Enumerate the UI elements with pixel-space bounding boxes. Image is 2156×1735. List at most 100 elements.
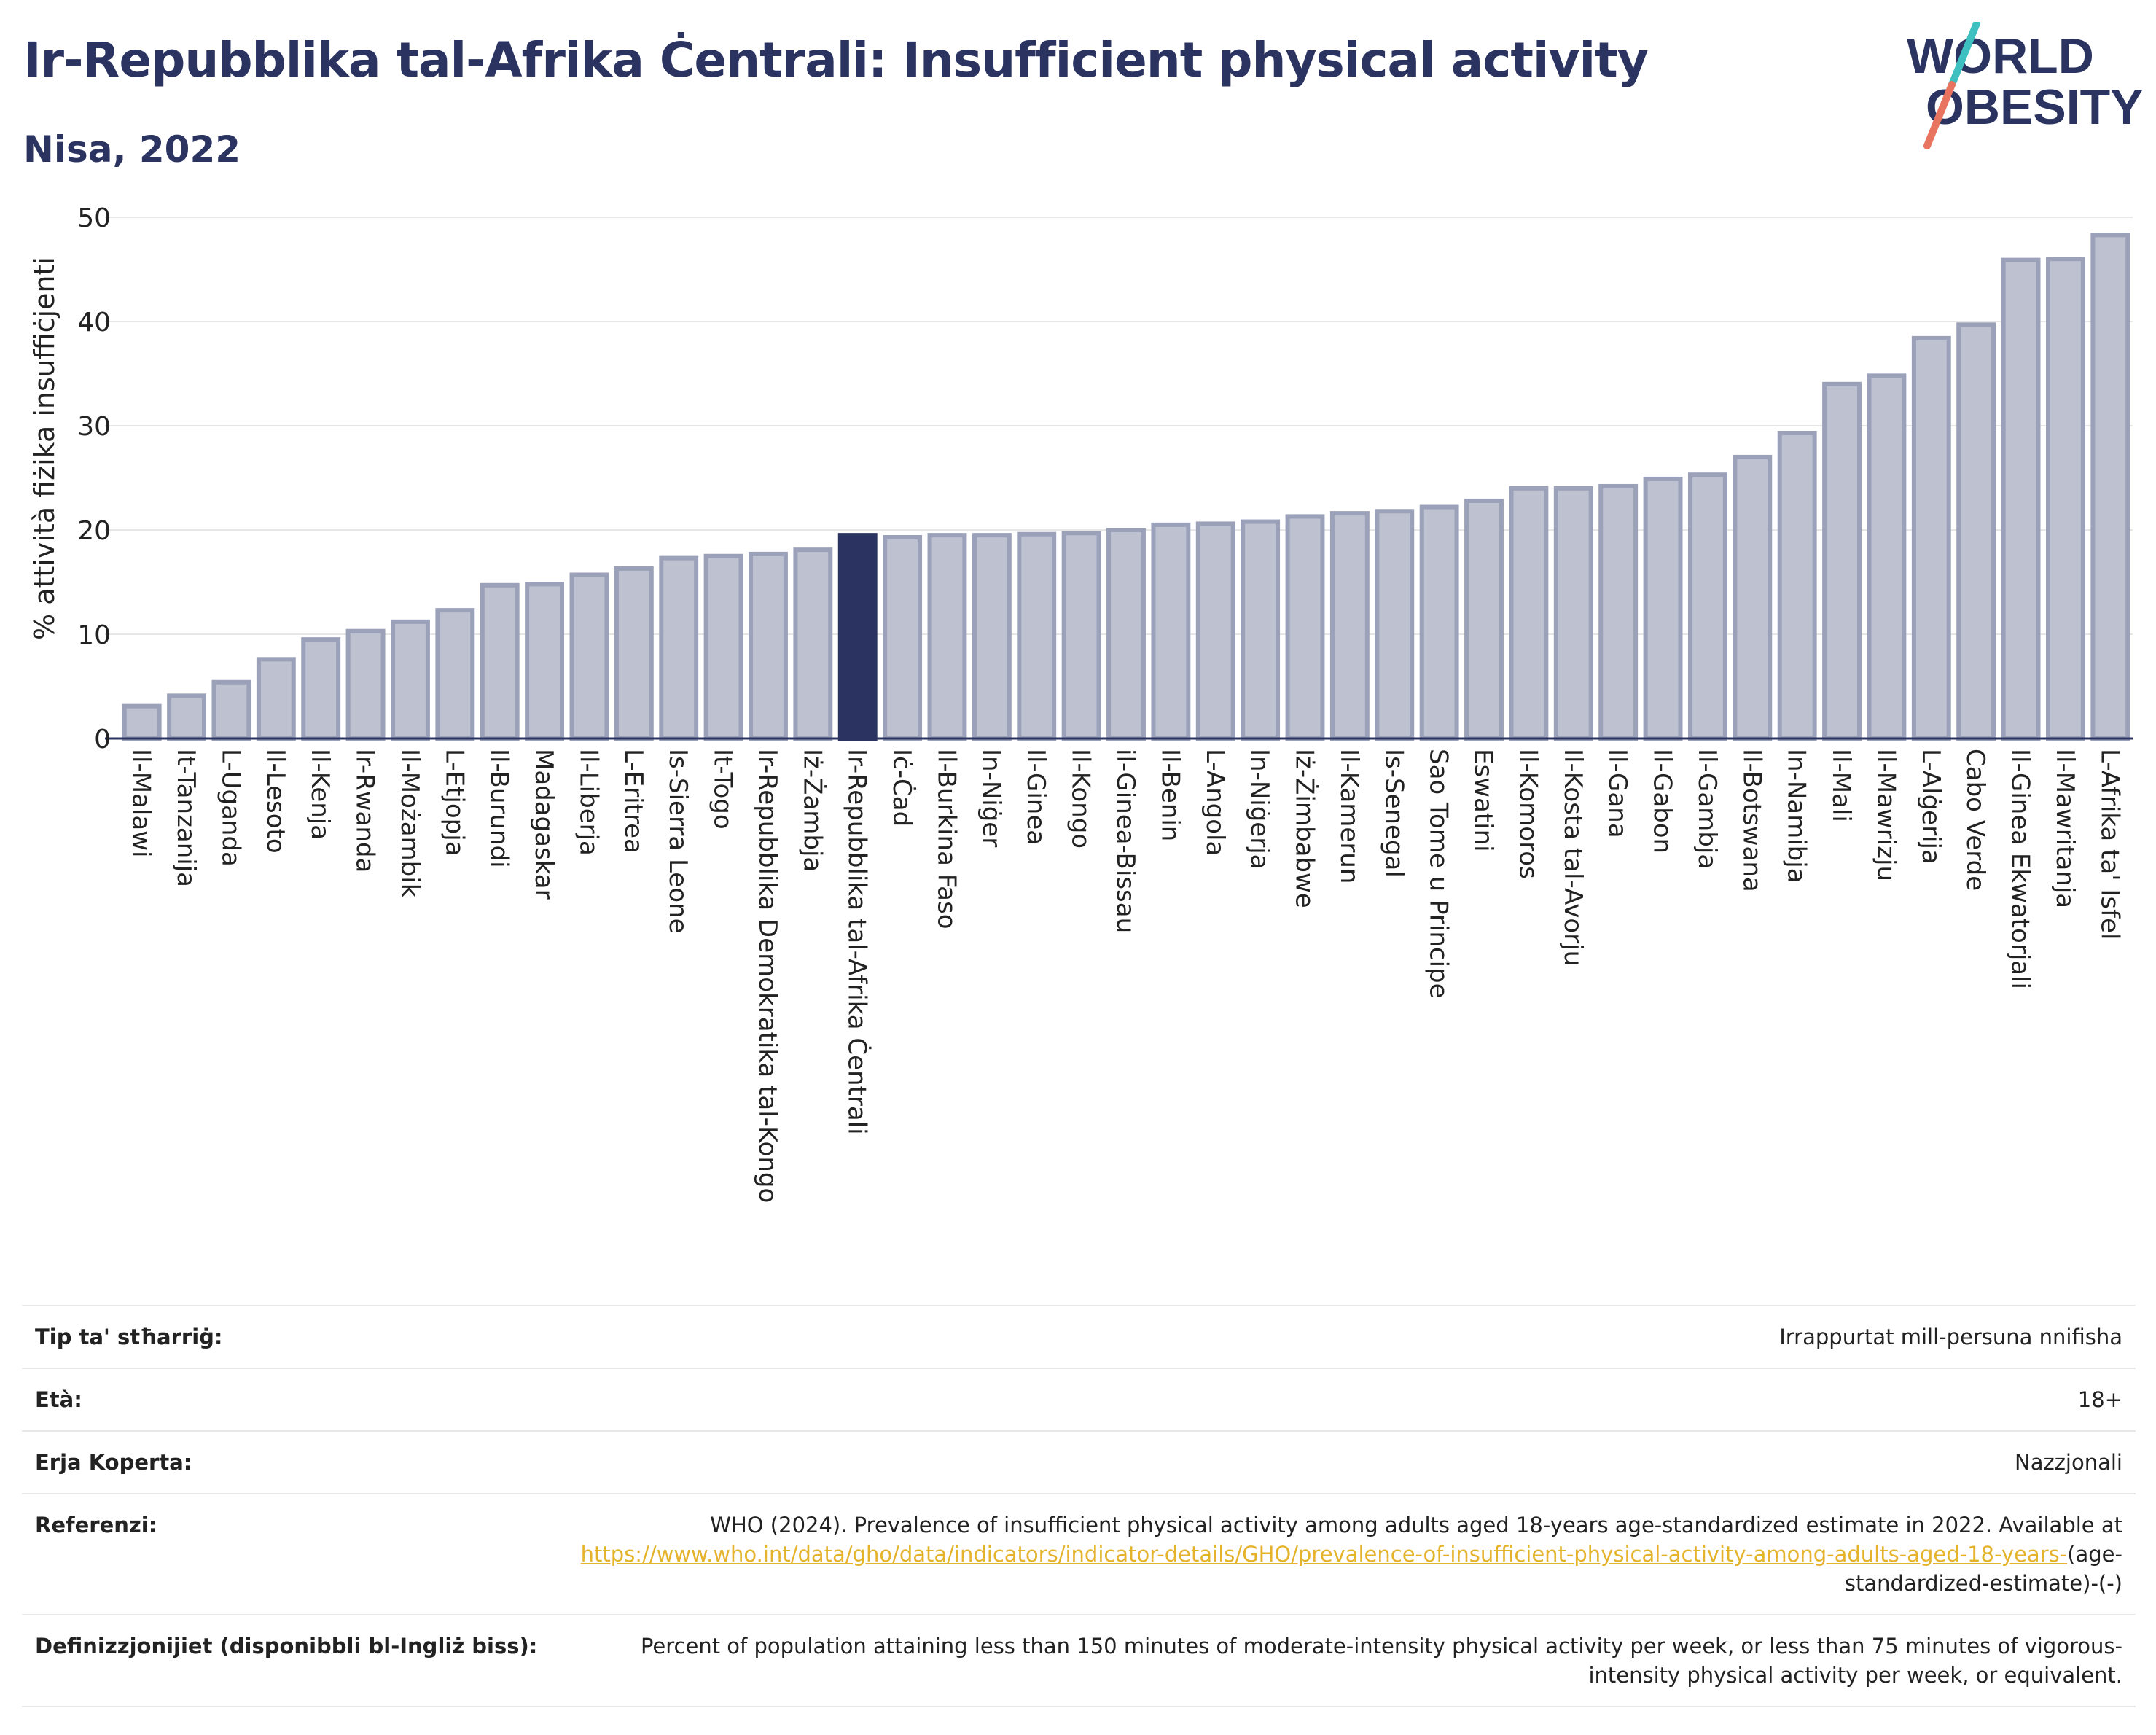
y-tick-labels: 0 10 20 30 40 50 xyxy=(77,203,111,755)
logo-slash-top xyxy=(1948,22,1980,88)
bar xyxy=(1419,504,1459,741)
definitions-value: Percent of population attaining less tha… xyxy=(558,1614,2136,1707)
bar xyxy=(1464,498,1504,741)
bar xyxy=(1509,486,1549,741)
x-tick-label: Il-Kamerun xyxy=(1335,749,1364,884)
bar xyxy=(614,566,654,741)
info-row-survey: Tip ta' stħarriġ: Irrappurtat mill-persu… xyxy=(22,1305,2136,1369)
bar-chart: 0 10 20 30 40 50 Il-Malawi It-Tanzanija L-Ugand… xyxy=(28,203,2133,1203)
x-tick-label: Il-Liberja xyxy=(574,749,603,856)
bar xyxy=(345,628,386,741)
y-tick-label: 40 xyxy=(77,308,111,338)
x-tick-label: Il-Burundi xyxy=(485,749,514,868)
info-row-area: Erja Koperta: Nazzjonali xyxy=(22,1430,2136,1494)
references-value: WHO (2024). Prevalence of insufficient p… xyxy=(558,1493,2136,1615)
info-label: Erja Koperta: xyxy=(22,1430,558,1494)
info-label: Definizzjonijiet (disponibbli bl-Ingliż … xyxy=(22,1614,558,1707)
info-row-definitions: Definizzjonijiet (disponibbli bl-Ingliż … xyxy=(22,1614,2136,1707)
bar-highlight xyxy=(837,533,878,741)
x-tick-label: il-Ginea-Bissau xyxy=(1111,749,1140,933)
page-title: Ir-Repubblika tal-Afrika Ċentrali: Insuf… xyxy=(23,32,1649,88)
x-tick-label: L-Afrika ta' Isfel xyxy=(2095,749,2124,940)
y-tick-label: 10 xyxy=(77,620,111,650)
x-tick-label: It-Tanzanija xyxy=(171,749,200,887)
x-tick-label: Il-Kosta tal-Avorju xyxy=(1558,749,1587,966)
bar xyxy=(1822,381,1862,741)
x-tick-label: Cabo Verde xyxy=(1961,749,1990,891)
x-tick-label: Is-Sierra Leone xyxy=(663,749,692,934)
bar xyxy=(2001,257,2041,741)
bar xyxy=(1553,486,1593,741)
bar xyxy=(1329,511,1370,741)
x-tick-label: Il-Lesoto xyxy=(261,749,290,854)
x-tick-label: Madagaskar xyxy=(529,749,558,900)
x-tick-label: Il-Komoros xyxy=(1513,749,1542,879)
x-tick-label: Is-Senegal xyxy=(1379,749,1408,878)
x-tick-label: Il-Ginea xyxy=(1021,749,1050,845)
x-tick-label: Il-Kenja xyxy=(305,749,335,840)
x-tick-label: Il-Gabon xyxy=(1648,749,1677,854)
x-tick-label: Ir-Repubblika Demokratika tal-Kongo xyxy=(753,749,782,1203)
info-value: Irrappurtat mill-persuna nnifisha xyxy=(558,1305,2136,1369)
bar xyxy=(301,637,341,741)
bar xyxy=(1911,335,1951,741)
x-tick-label: Il-Burkina Faso xyxy=(931,749,961,929)
x-tick-label: Ir-Repubblika tal-Afrika Ċentrali xyxy=(843,749,872,1135)
x-tick-label: Il-Gambja xyxy=(1692,749,1722,869)
bar xyxy=(1151,522,1191,741)
bar-layer xyxy=(122,233,2130,741)
x-tick-label: Il-Gana xyxy=(1603,749,1632,838)
x-tick-label: L-Angola xyxy=(1200,749,1230,856)
page-subtitle: Nisa, 2022 xyxy=(23,128,241,171)
bar xyxy=(525,582,565,741)
bar xyxy=(480,582,520,741)
world-obesity-logo: WORLD OBESITY xyxy=(1907,22,2143,149)
bar xyxy=(659,555,699,741)
y-tick-label: 50 xyxy=(77,203,111,233)
bar xyxy=(703,553,743,741)
y-tick-label: 30 xyxy=(77,412,111,442)
info-value: Nazzjonali xyxy=(558,1430,2136,1494)
x-tick-label: Il-Możambik xyxy=(395,749,424,898)
bar xyxy=(1061,531,1101,741)
bar xyxy=(1195,521,1235,741)
bar xyxy=(1956,322,1996,741)
references-text: WHO (2024). Prevalence of insufficient p… xyxy=(710,1513,2122,1537)
x-tick-label: L-Alġerija xyxy=(1916,749,1945,865)
bar xyxy=(1285,514,1325,741)
bar xyxy=(972,533,1012,741)
x-tick-label: Eswatini xyxy=(1469,749,1498,852)
y-axis-label: % attività fiżika insuffiċjenti xyxy=(28,257,60,640)
bar xyxy=(1106,528,1146,741)
bar xyxy=(749,551,788,741)
bar xyxy=(927,533,967,741)
info-label: Referenzi: xyxy=(22,1493,558,1615)
x-tick-label: In-Namibja xyxy=(1782,749,1811,884)
info-label: Età: xyxy=(22,1368,558,1432)
x-tick-label: Il-Mali xyxy=(1827,749,1856,822)
bar xyxy=(211,679,251,741)
x-tick-label: Il-Benin xyxy=(1155,749,1184,841)
info-table: Tip ta' stħarriġ: Irrappurtat mill-persu… xyxy=(22,1305,2136,1707)
x-tick-label: Il-Kongo xyxy=(1066,749,1095,849)
references-link[interactable]: https://www.who.int/data/gho/data/indica… xyxy=(580,1542,2068,1567)
x-tick-label: Il-Mawrizju xyxy=(1871,749,1900,881)
x-tick-label: Iż-Żambja xyxy=(797,749,827,872)
x-tick-label: Il-Malawi xyxy=(127,749,156,857)
bar xyxy=(2045,257,2085,741)
bar xyxy=(1777,431,1817,741)
bar xyxy=(391,619,430,741)
logo-text-world: WORLD xyxy=(1907,28,2094,84)
x-tick-label: In-Niġerja xyxy=(1245,749,1274,869)
info-label: Tip ta' stħarriġ: xyxy=(22,1305,558,1369)
x-tick-label: Iċ-Ċad xyxy=(887,749,917,827)
bar xyxy=(2090,233,2130,741)
y-tick-label: 0 xyxy=(94,725,111,755)
logo-text-obesity: OBESITY xyxy=(1926,79,2143,135)
bar xyxy=(1867,373,1907,741)
x-tick-label: L-Eritrea xyxy=(619,749,648,854)
x-tick-labels: Il-Malawi It-Tanzanija L-Uganda Il-Lesoto Il… xyxy=(127,749,2125,1203)
x-tick-label: Iż-Żimbabwe xyxy=(1290,749,1319,908)
bar xyxy=(1017,531,1057,741)
bar xyxy=(1643,476,1683,741)
